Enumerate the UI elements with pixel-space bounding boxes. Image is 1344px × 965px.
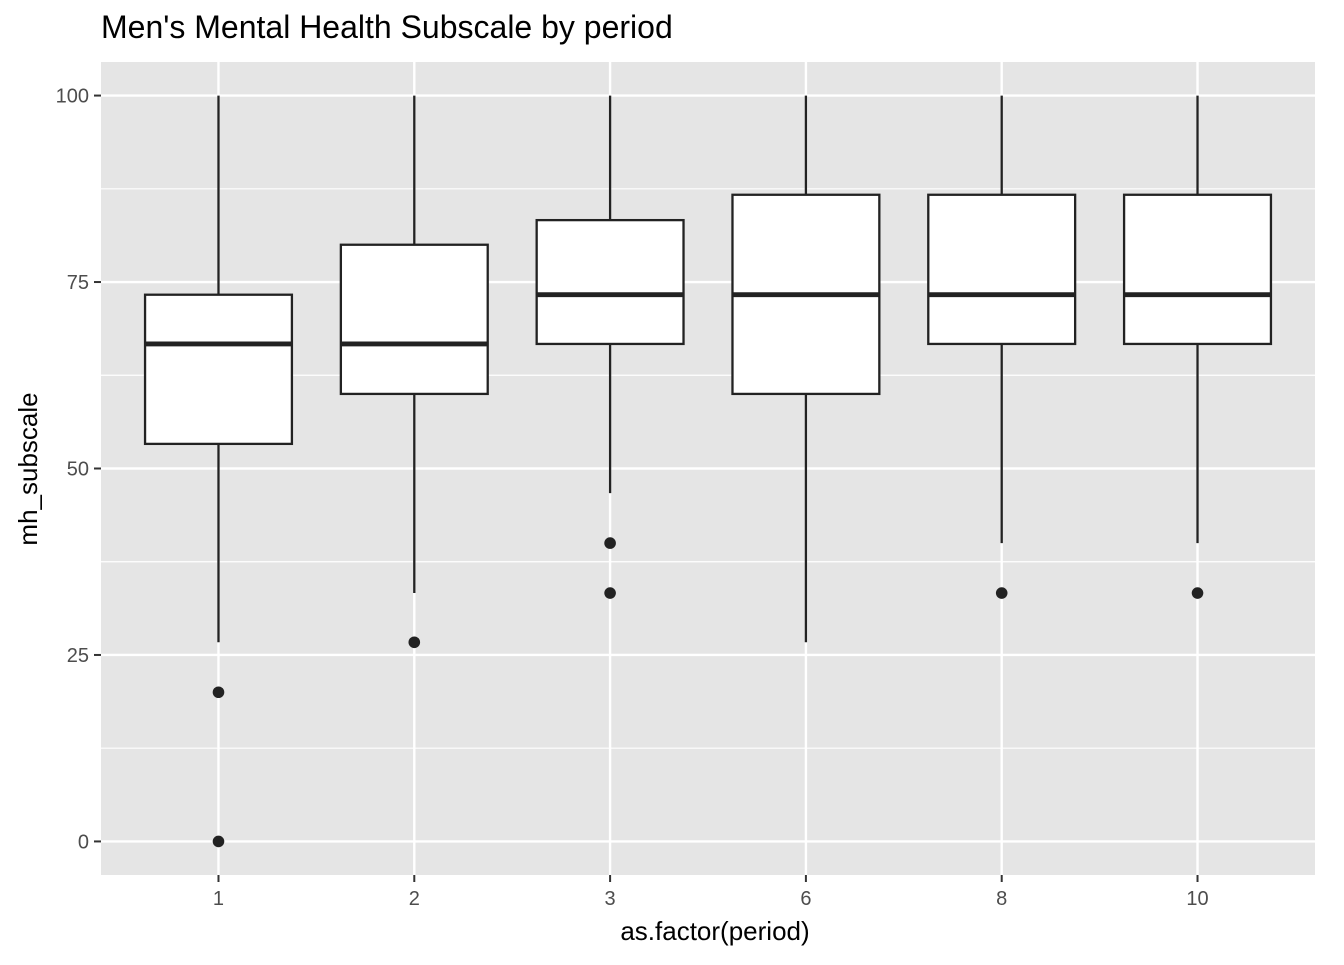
box-iqr <box>143 293 294 446</box>
y-tick-label: 0 <box>78 831 89 853</box>
grid-minor <box>101 188 1315 749</box>
x-axis: 1 2 3 6 8 10 <box>213 875 1209 910</box>
x-tick-label: 10 <box>1186 888 1208 910</box>
y-axis: 0 25 50 75 100 <box>56 86 101 853</box>
outlier-point <box>212 835 225 848</box>
box-iqr <box>535 218 685 346</box>
outlier-point <box>604 537 616 549</box>
x-tick-label: 6 <box>800 888 811 910</box>
x-tick-label: 8 <box>996 888 1007 910</box>
boxes <box>143 95 1273 848</box>
y-tick-label: 25 <box>67 645 89 667</box>
box-10 <box>1122 95 1273 599</box>
box-2 <box>339 95 489 649</box>
outlier-point <box>995 587 1008 599</box>
outlier-point <box>604 587 616 599</box>
outlier-point <box>1191 587 1204 599</box>
x-axis-title: as.factor(period) <box>620 916 809 946</box>
box-iqr <box>927 193 1077 346</box>
box-iqr <box>1122 193 1273 346</box>
box-8 <box>927 95 1077 599</box>
outlier-point <box>408 636 421 649</box>
y-axis-title: mh_subscale <box>13 392 43 545</box>
box-3 <box>535 95 685 599</box>
y-tick-label: 50 <box>67 459 89 481</box>
chart-title: Men's Mental Health Subscale by period <box>101 9 673 45</box>
outlier-point <box>212 686 225 699</box>
box-6 <box>731 95 881 643</box>
x-tick-label: 2 <box>409 888 420 910</box>
box-iqr <box>339 243 489 396</box>
y-tick-label: 75 <box>67 272 89 294</box>
x-tick-label: 1 <box>213 888 224 910</box>
y-tick-label: 100 <box>56 86 89 108</box>
box-1 <box>143 95 294 848</box>
x-tick-label: 3 <box>605 888 616 910</box>
